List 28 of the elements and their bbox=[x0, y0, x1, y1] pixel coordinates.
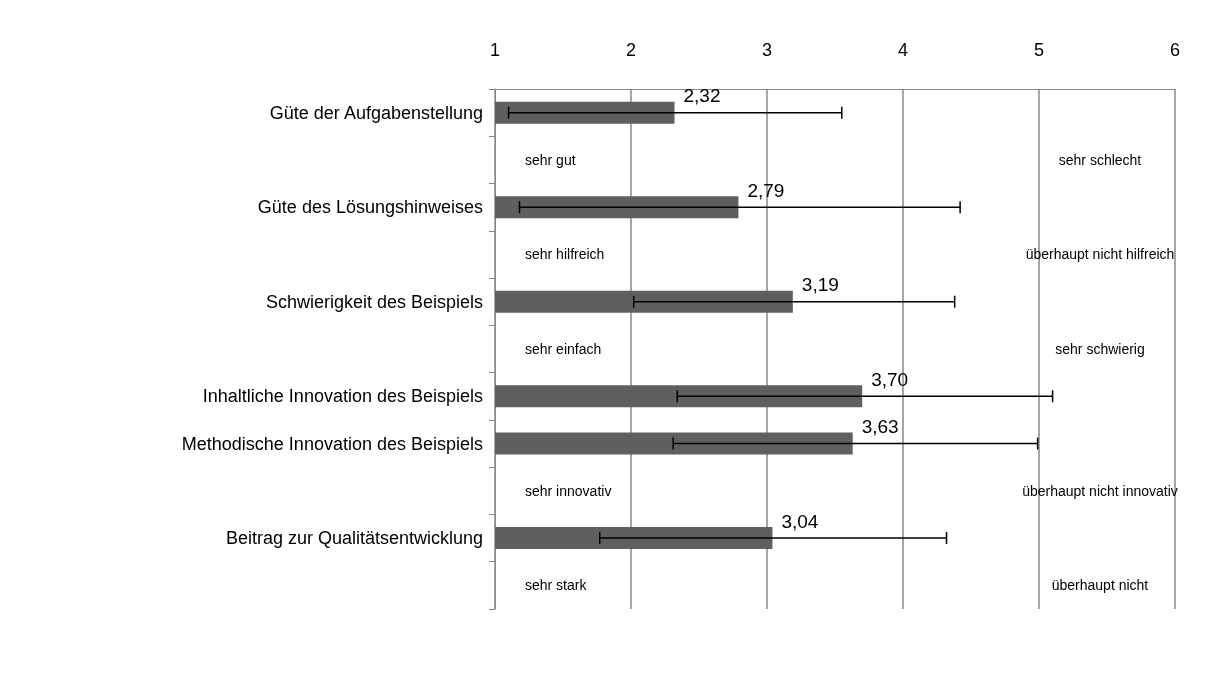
annotation: sehr schwierig bbox=[1055, 341, 1145, 357]
x-tick-label: 1 bbox=[489, 40, 501, 60]
data-label: 2,32 bbox=[683, 85, 721, 107]
annotation: überhaupt nicht innovativ bbox=[1022, 482, 1178, 499]
annotation: sehr hilfreich bbox=[525, 246, 605, 263]
x-tick-label: 4 bbox=[897, 40, 909, 60]
annotation: überhaupt nicht hilfreich bbox=[1025, 246, 1175, 263]
data-label: 3,63 bbox=[861, 416, 899, 438]
data-label: 3,04 bbox=[781, 510, 819, 532]
x-tick-label: 3 bbox=[761, 40, 773, 60]
y-tick-label: Inhaltliche Innovation des Beispiels bbox=[202, 386, 483, 407]
data-label: 3,70 bbox=[871, 368, 909, 390]
annotation: überhaupt nicht bbox=[1051, 577, 1149, 594]
annotation: sehr gut bbox=[525, 151, 576, 168]
y-tick-label: Güte der Aufgabenstellung bbox=[269, 102, 483, 123]
annotation: sehr schlecht bbox=[1058, 151, 1142, 168]
y-tick-label: Beitrag zur Qualitätsentwicklung bbox=[225, 528, 483, 549]
annotation: sehr stark bbox=[525, 577, 588, 594]
data-label: 3,19 bbox=[801, 274, 839, 296]
x-tick-label: 2 bbox=[625, 40, 637, 60]
annotation: sehr einfach bbox=[525, 341, 602, 357]
y-tick-label: Schwierigkeit des Beispiels bbox=[265, 291, 483, 312]
x-tick-label: 5 bbox=[1033, 40, 1045, 60]
annotation: sehr innovativ bbox=[525, 482, 612, 499]
y-tick-label: Methodische Innovation des Beispiels bbox=[181, 433, 483, 454]
y-tick-label: Güte des Lösungshinweises bbox=[257, 197, 483, 218]
data-label: 2,79 bbox=[747, 179, 785, 201]
x-tick-label: 6 bbox=[1169, 40, 1181, 60]
